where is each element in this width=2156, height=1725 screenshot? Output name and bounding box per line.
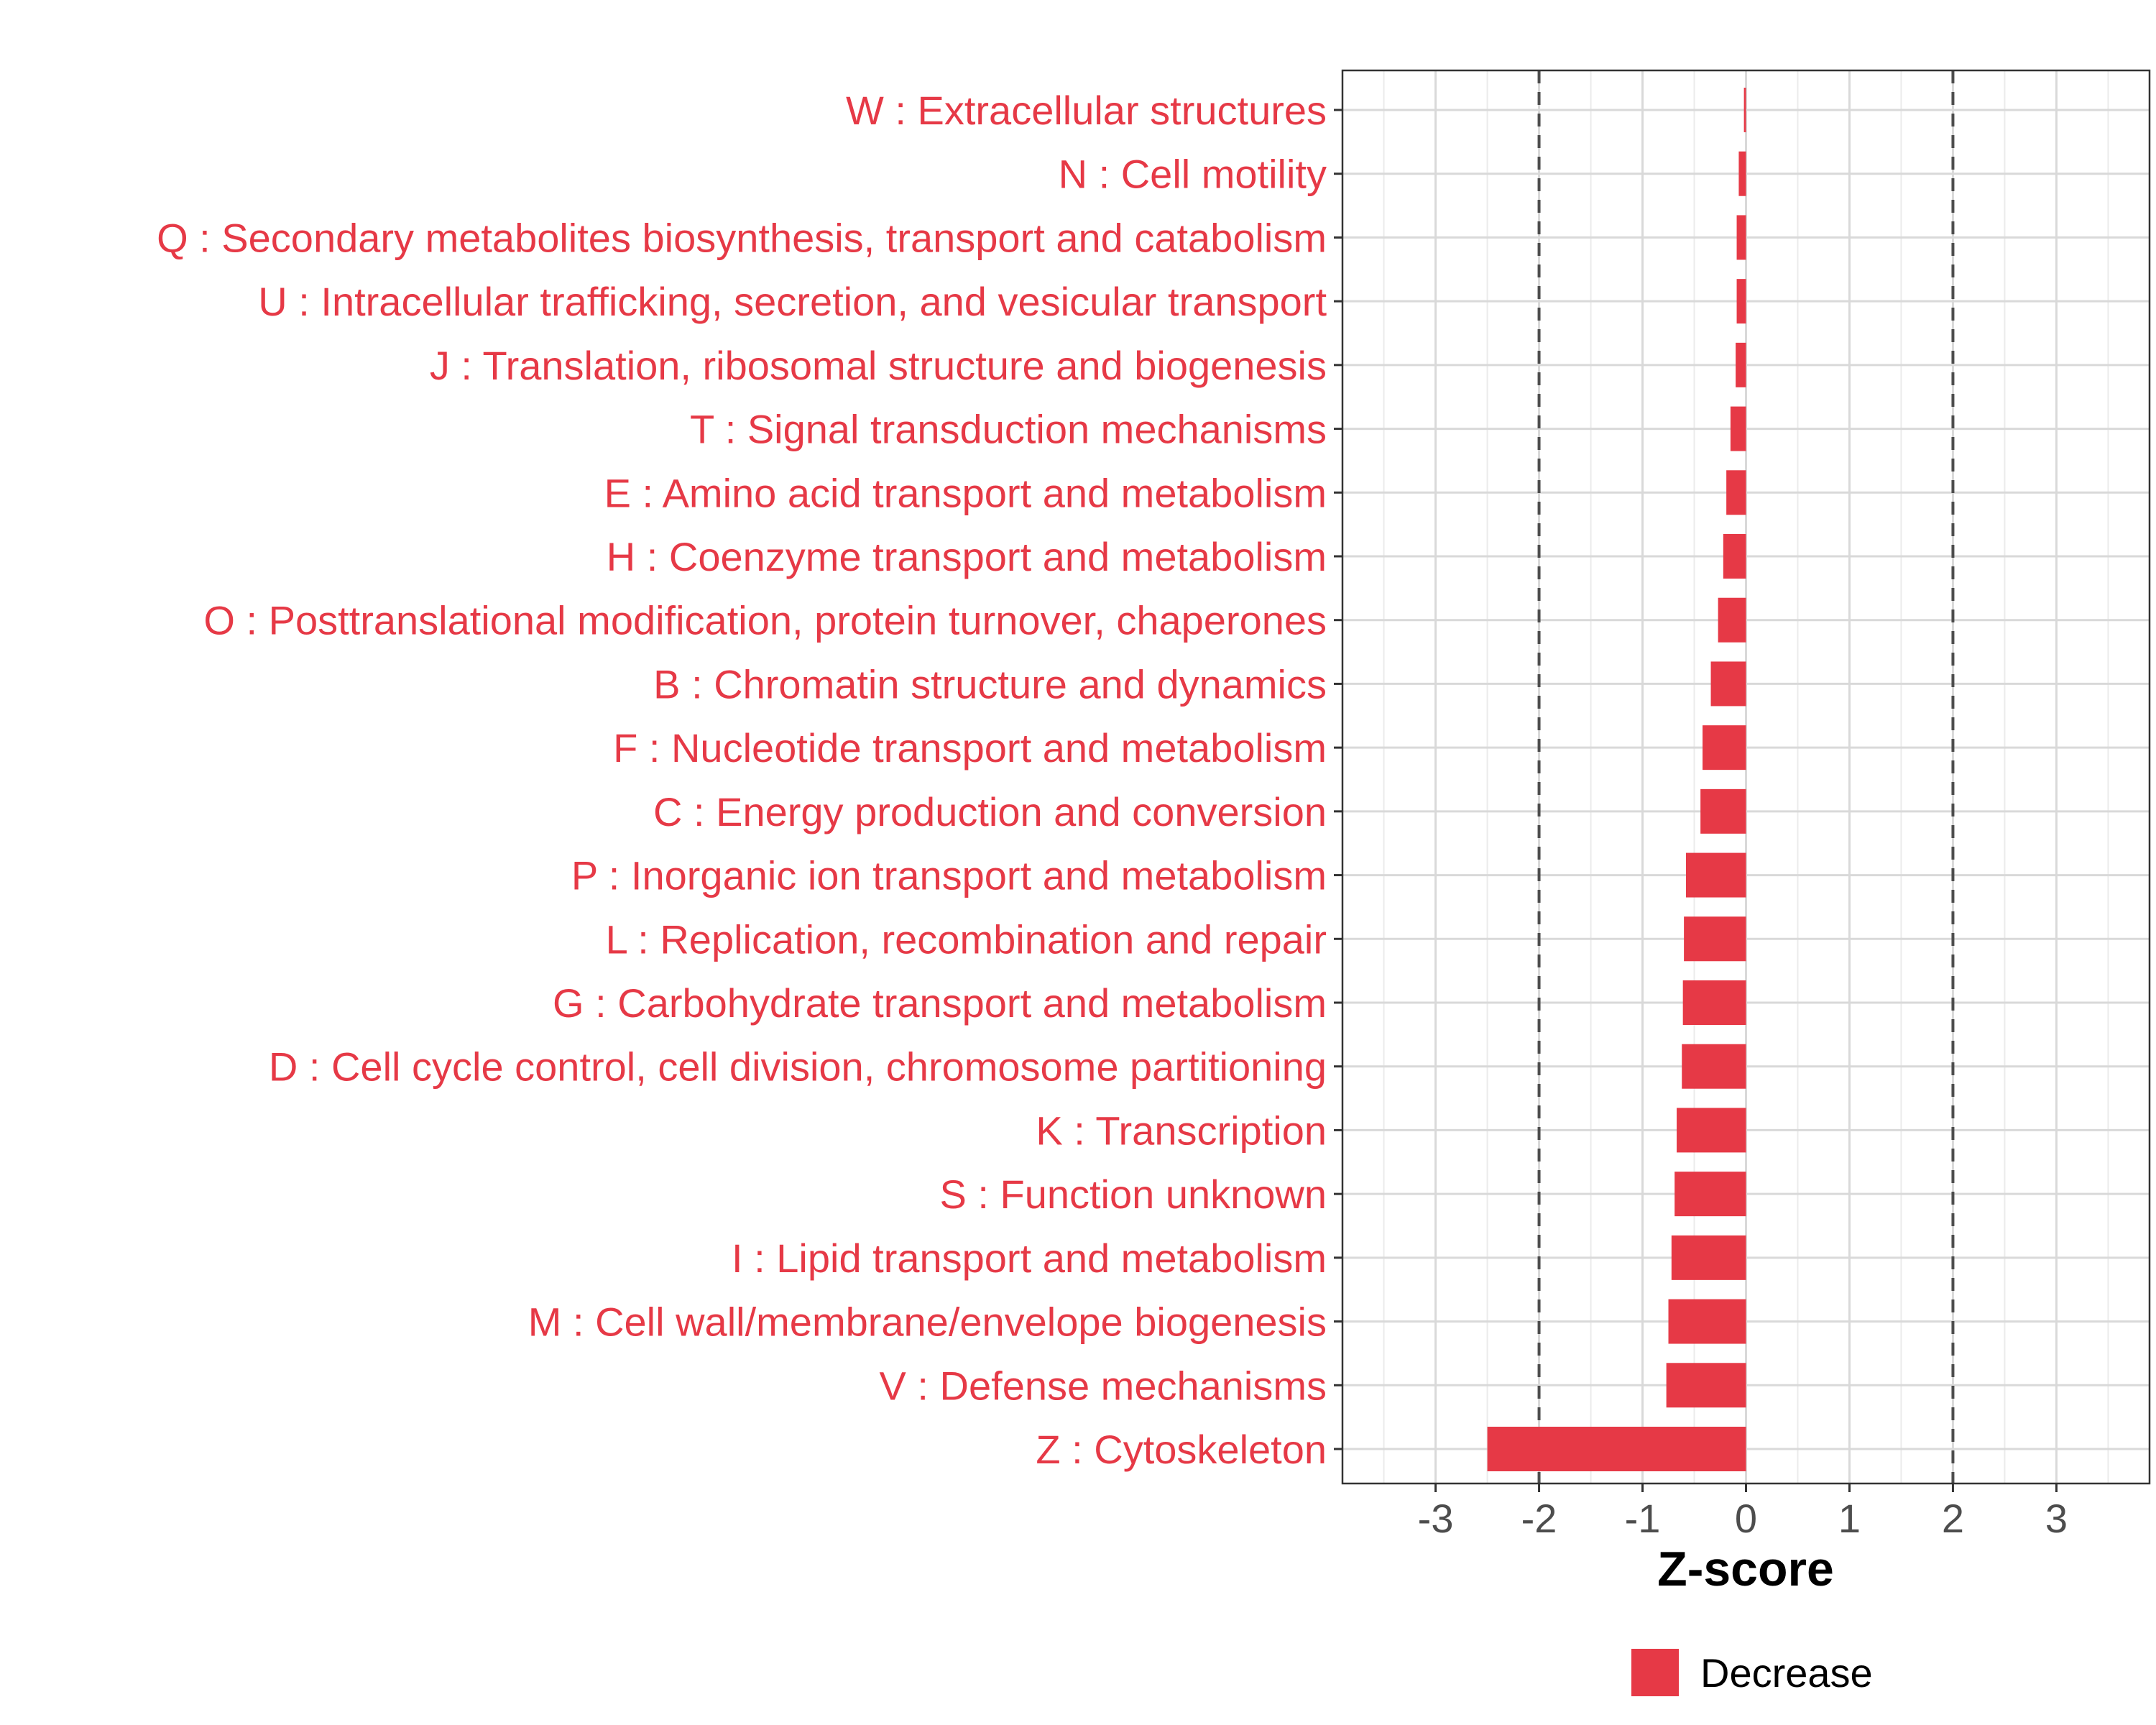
x-tick-label: 1 — [1838, 1496, 1861, 1541]
bar — [1730, 406, 1746, 451]
y-tick-label: F : Nucleotide transport and metabolism — [613, 725, 1327, 770]
y-tick-label: L : Replication, recombination and repai… — [606, 916, 1327, 962]
x-tick-label: 2 — [1942, 1496, 1964, 1541]
bar — [1682, 1044, 1746, 1089]
x-tick-label: -3 — [1418, 1496, 1454, 1541]
legend: Decrease — [1631, 1649, 1873, 1696]
bar — [1668, 1299, 1746, 1344]
bars — [1487, 88, 1746, 1471]
legend-label: Decrease — [1700, 1650, 1873, 1696]
bar — [1726, 470, 1746, 515]
y-tick-label: H : Coenzyme transport and metabolism — [607, 534, 1327, 579]
x-tick-label: -2 — [1521, 1496, 1557, 1541]
bar — [1723, 534, 1746, 579]
x-tick-label: 0 — [1735, 1496, 1757, 1541]
y-tick-label: K : Transcription — [1036, 1108, 1327, 1153]
bar — [1736, 215, 1746, 260]
grid-lines — [1342, 70, 2150, 1484]
bar — [1685, 852, 1746, 898]
y-tick-label: W : Extracellular structures — [846, 88, 1327, 133]
bar — [1682, 980, 1746, 1025]
bar — [1487, 1427, 1746, 1471]
y-tick-label: U : Intracellular trafficking, secretion… — [258, 279, 1327, 324]
y-tick-label: N : Cell motility — [1059, 152, 1327, 197]
y-tick-label: P : Inorganic ion transport and metaboli… — [571, 853, 1327, 898]
y-tick-label: O : Posttranslational modification, prot… — [203, 598, 1327, 643]
bar — [1718, 597, 1746, 643]
x-axis-title: Z-score — [1657, 1542, 1834, 1596]
bar — [1743, 88, 1746, 132]
legend-swatch — [1631, 1649, 1679, 1696]
y-tick-label: C : Energy production and conversion — [653, 789, 1327, 834]
y-tick-label: T : Signal transduction mechanisms — [690, 407, 1327, 452]
x-axis: -3 -2 -1 0 1 2 3 — [1418, 1484, 2068, 1541]
y-tick-label: Z : Cytoskeleton — [1036, 1427, 1327, 1472]
bar — [1684, 916, 1746, 962]
bar — [1736, 342, 1746, 387]
y-tick-label: S : Function unknown — [939, 1172, 1327, 1217]
y-tick-label: Q : Secondary metabolites biosynthesis, … — [157, 215, 1327, 260]
bar — [1703, 725, 1746, 770]
x-tick-label: -1 — [1625, 1496, 1661, 1541]
bar — [1671, 1235, 1746, 1280]
bar — [1677, 1108, 1746, 1153]
y-tick-label: D : Cell cycle control, cell division, c… — [269, 1044, 1327, 1090]
bar — [1700, 788, 1746, 834]
bar — [1666, 1363, 1746, 1408]
y-tick-label: V : Defense mechanisms — [880, 1363, 1327, 1408]
y-tick-label: B : Chromatin structure and dynamics — [653, 661, 1327, 707]
y-axis: W : Extracellular structures N : Cell mot… — [157, 88, 1342, 1472]
y-tick-label: M : Cell wall/membrane/envelope biogenes… — [528, 1300, 1327, 1345]
y-tick-label: J : Translation, ribosomal structure and… — [430, 343, 1327, 388]
x-tick-label: 3 — [2045, 1496, 2068, 1541]
bar — [1710, 661, 1746, 707]
bar — [1736, 279, 1746, 324]
y-tick-label: G : Carbohydrate transport and metabolis… — [553, 980, 1327, 1026]
bar — [1674, 1172, 1746, 1217]
y-tick-label: I : Lipid transport and metabolism — [732, 1236, 1327, 1281]
bar — [1738, 151, 1746, 196]
y-tick-label: E : Amino acid transport and metabolism — [604, 470, 1327, 515]
